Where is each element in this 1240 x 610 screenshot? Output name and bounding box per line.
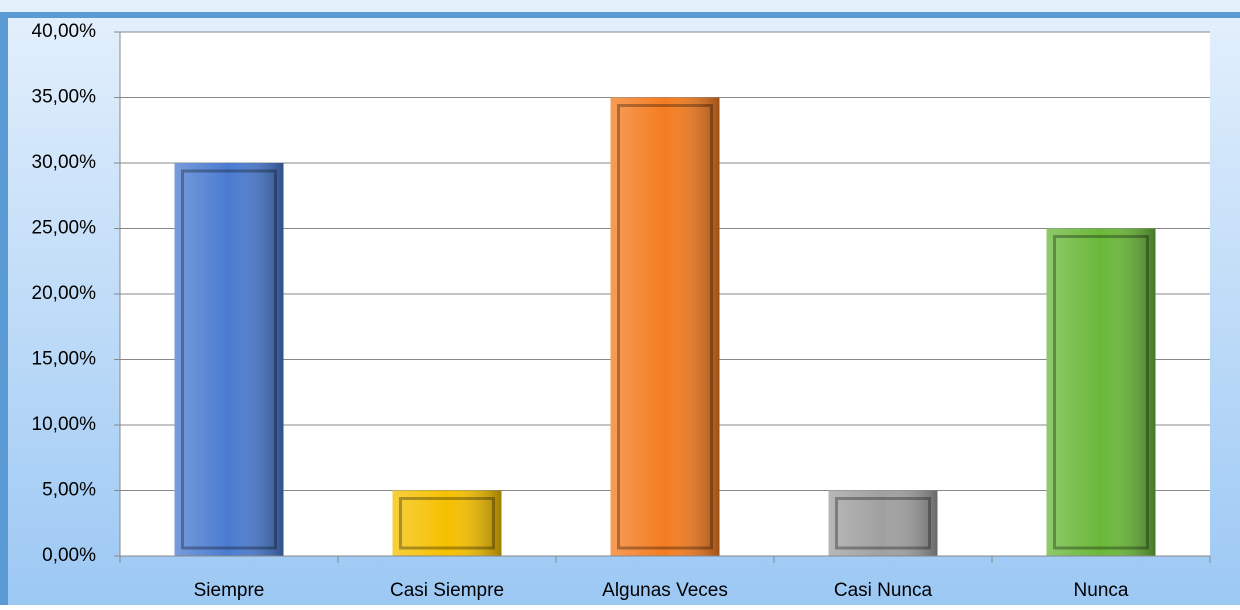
y-tick-label: 20,00%: [32, 283, 97, 304]
y-tick-label: 10,00%: [32, 414, 97, 435]
y-tick-label: 35,00%: [32, 87, 97, 108]
bar: [1046, 228, 1156, 556]
y-tick-label: 40,00%: [32, 21, 97, 42]
x-tick-label: Casi Siempre: [390, 580, 504, 601]
frame-left: [0, 12, 8, 605]
frame-top: [0, 12, 1240, 18]
y-tick-label: 30,00%: [32, 152, 97, 173]
bar: [610, 97, 720, 556]
bar: [828, 490, 938, 556]
bar: [392, 490, 502, 556]
y-tick-label: 25,00%: [32, 218, 97, 239]
x-tick-label: Casi Nunca: [834, 580, 933, 601]
x-tick-label: Siempre: [194, 580, 265, 601]
bar: [174, 163, 284, 556]
y-tick-label: 0,00%: [42, 545, 96, 566]
x-tick-label: Nunca: [1074, 580, 1129, 601]
x-tick-label: Algunas Veces: [602, 580, 728, 601]
y-tick-label: 5,00%: [42, 480, 96, 501]
y-tick-label: 15,00%: [32, 349, 97, 370]
